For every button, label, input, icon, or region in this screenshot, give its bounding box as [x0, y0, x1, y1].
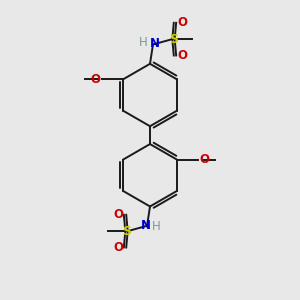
Text: N: N	[150, 38, 160, 50]
Text: O: O	[177, 16, 187, 29]
Text: O: O	[90, 73, 100, 86]
Text: O: O	[113, 208, 123, 221]
Text: N: N	[140, 219, 151, 232]
Text: S: S	[169, 33, 178, 46]
Text: H: H	[152, 220, 161, 233]
Text: O: O	[113, 241, 123, 254]
Text: O: O	[200, 153, 210, 166]
Text: S: S	[122, 225, 131, 238]
Text: O: O	[177, 49, 187, 62]
Text: H: H	[139, 36, 148, 49]
